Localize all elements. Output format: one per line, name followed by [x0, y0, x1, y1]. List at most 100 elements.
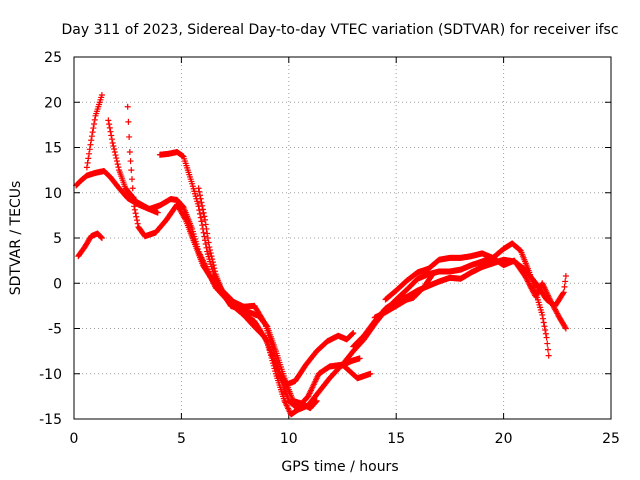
x-tick-label: 5 [177, 431, 186, 447]
data-point [84, 159, 91, 166]
data-point [85, 155, 92, 162]
data-point [90, 125, 97, 132]
data-point [105, 117, 112, 124]
data-point [106, 121, 113, 128]
data-point [209, 259, 216, 266]
data-point [542, 330, 549, 337]
x-tick-label: 0 [70, 431, 79, 447]
data-point [98, 92, 105, 99]
data-point [111, 146, 118, 153]
data-point [200, 229, 207, 236]
data-point [124, 103, 131, 110]
data-point [203, 225, 210, 232]
data-point [198, 218, 205, 225]
data-point [540, 319, 547, 326]
data-point [113, 155, 120, 162]
data-point [128, 176, 135, 183]
y-tick-label: -15 [39, 412, 62, 428]
series-track-10 [382, 250, 569, 332]
data-point [108, 132, 115, 139]
data-point [207, 250, 214, 257]
data-point [203, 244, 210, 251]
series-track-3 [105, 117, 161, 216]
data-point [562, 325, 569, 332]
y-axis-label: SDTVAR / TECUs [8, 181, 24, 296]
data-point [429, 272, 435, 279]
data-point [126, 133, 133, 140]
series-track-11 [371, 271, 436, 321]
data-point [86, 146, 93, 153]
y-tick-label: -5 [48, 322, 62, 338]
data-point [545, 352, 552, 359]
x-axis-label: GPS time / hours [281, 459, 398, 475]
data-point [562, 324, 569, 331]
y-tick-label: 10 [44, 186, 62, 202]
data-point [367, 370, 374, 377]
data-point [544, 340, 551, 347]
data-point [83, 164, 90, 171]
data-point [130, 194, 137, 201]
data-point [350, 330, 357, 337]
grid-lines [74, 57, 611, 419]
data-point [544, 346, 551, 353]
data-point [98, 234, 105, 241]
y-axis: -15 -10 -5 0 5 10 15 20 25 [39, 50, 611, 428]
data-point [98, 235, 105, 241]
data-point [91, 116, 98, 123]
data-point [539, 315, 546, 322]
data-point [201, 213, 208, 220]
data-point [200, 209, 207, 216]
data-point [196, 188, 203, 195]
data-point [88, 137, 95, 144]
x-tick-label: 15 [387, 431, 405, 447]
data-point [541, 323, 548, 330]
data-point [108, 136, 115, 143]
data-point [211, 265, 218, 272]
data-point [198, 199, 205, 206]
data-point [111, 149, 118, 156]
x-tick-label: 25 [602, 431, 620, 447]
plot-frame [73, 56, 612, 420]
data-point [212, 268, 219, 275]
data-point [560, 290, 567, 297]
series-track-6 [156, 149, 374, 412]
data-markers [73, 92, 569, 418]
y-tick-label: 15 [44, 141, 62, 157]
data-point [197, 214, 204, 221]
data-point [114, 161, 121, 168]
y-tick-label: -10 [39, 367, 62, 383]
series-track-2 [83, 92, 105, 171]
data-point [128, 167, 135, 174]
data-point [125, 118, 132, 125]
x-tick-label: 10 [280, 431, 298, 447]
data-point [542, 327, 549, 334]
data-point [195, 185, 202, 192]
data-point [110, 142, 117, 149]
data-point [199, 202, 206, 209]
data-point [204, 235, 211, 241]
data-point [206, 244, 213, 251]
data-point [207, 247, 214, 254]
data-point [115, 164, 122, 171]
chart-title: Day 311 of 2023, Sidereal Day-to-day VTE… [61, 22, 618, 38]
data-point [113, 158, 120, 165]
data-point [313, 397, 320, 404]
data-point [112, 152, 119, 159]
data-point [131, 206, 138, 213]
data-point [107, 128, 114, 135]
data-point [197, 210, 204, 217]
y-tick-label: 0 [53, 276, 62, 292]
data-point [313, 398, 320, 405]
data-point [349, 330, 356, 337]
data-point [201, 233, 208, 240]
data-point [88, 133, 95, 140]
data-point [429, 271, 436, 278]
data-point [205, 239, 212, 246]
x-tick-label: 20 [495, 431, 513, 447]
data-point [197, 192, 204, 199]
y-tick-label: 25 [44, 50, 62, 66]
data-point [202, 216, 209, 223]
data-point [204, 230, 211, 237]
y-tick-label: 20 [44, 95, 62, 111]
